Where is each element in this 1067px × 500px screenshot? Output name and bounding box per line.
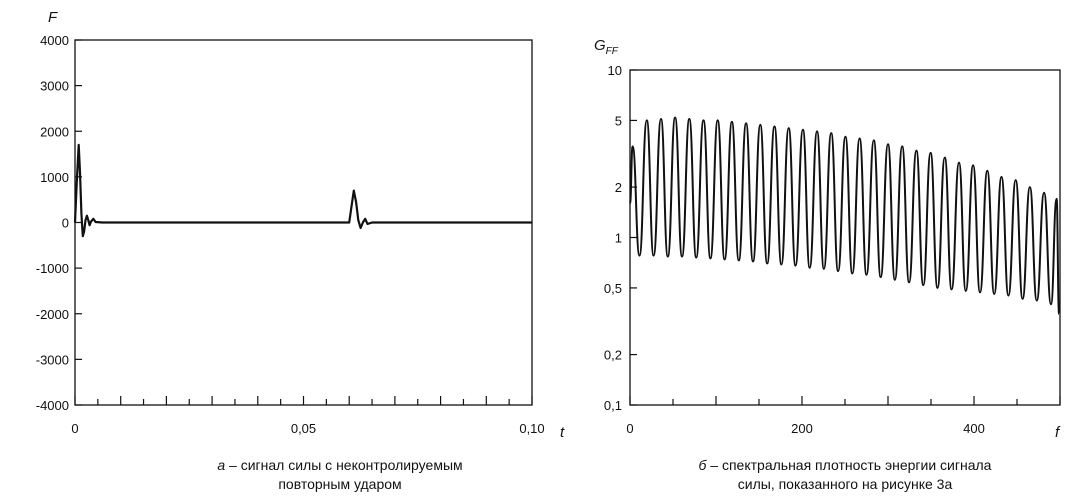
caption-a-line2: повторным ударом <box>278 476 402 492</box>
y-tick-label: 2000 <box>40 124 69 139</box>
x-axis-label: t <box>560 424 565 441</box>
y-tick-label: 0,5 <box>604 281 622 296</box>
caption-a-label: a <box>217 457 226 473</box>
y-tick-label: 4000 <box>40 33 69 48</box>
caption-a: a – сигнал силы с неконтролируемым повто… <box>190 456 490 494</box>
y-tick-label: 2 <box>615 180 622 195</box>
y-tick-label: -1000 <box>36 261 69 276</box>
y-tick-label: 5 <box>615 113 622 128</box>
caption-b-text: – спектральная плотность энергии сигнала <box>706 457 992 473</box>
caption-b: б – спектральная плотность энергии сигна… <box>645 456 1045 494</box>
force-signal-line <box>73 143 532 238</box>
x-tick-label: 0,10 <box>519 421 544 436</box>
y-axis-label: F <box>48 9 58 26</box>
x-tick-label: 200 <box>791 421 813 436</box>
y-tick-label: -3000 <box>36 352 69 367</box>
y-axis-label: GFF <box>594 37 619 57</box>
x-tick-label: 0 <box>626 421 633 436</box>
y-tick-label: 3000 <box>40 79 69 94</box>
y-tick-label: 1000 <box>40 170 69 185</box>
caption-a-text: – сигнал силы с неконтролируемым <box>225 457 463 473</box>
y-tick-label: 0,1 <box>604 398 622 413</box>
x-tick-label: 0 <box>71 421 78 436</box>
force-signal-chart: F t 4000 3000 2000 1000 0 -1000 -2000 -3000 -400… <box>36 9 565 441</box>
caption-b-line2: силы, показанного на рисунке 3а <box>737 476 953 492</box>
caption-b-label: б <box>698 457 707 473</box>
y-tick-label: 0,2 <box>604 348 622 363</box>
spectral-density-line <box>629 116 1061 315</box>
y-tick-label: -4000 <box>36 398 69 413</box>
x-tick-label: 0,05 <box>291 421 316 436</box>
y-tick-label: -2000 <box>36 307 69 322</box>
energy-spectral-density-chart: GFF f 0,1 0,2 0,5 1 2 5 10 0 200 400 <box>594 37 1061 441</box>
x-tick-label: 400 <box>963 421 985 436</box>
y-tick-label: 10 <box>608 63 622 78</box>
x-axis-label: f <box>1055 424 1061 441</box>
y-tick-label: 0 <box>62 216 69 231</box>
y-tick-label: 1 <box>615 231 622 246</box>
